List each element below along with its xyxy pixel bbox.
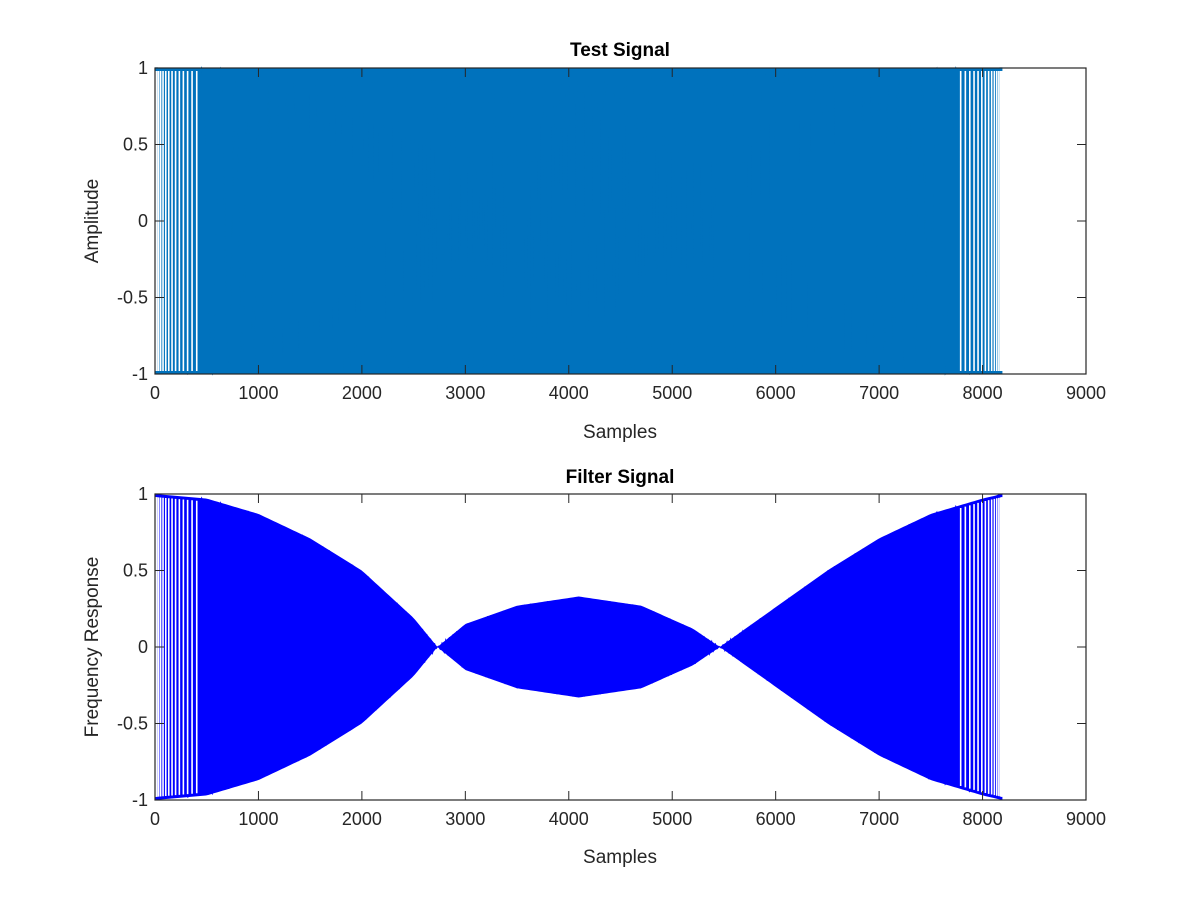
filter-signal-plot: 0 1000 2000 3000 4000 5000 6000 7000 8000 9000 -1 -… <box>82 467 1106 868</box>
series-line <box>154 493 1003 799</box>
y-tick-label: -0.5 <box>117 714 148 734</box>
y-axis-label: Frequency Response <box>82 557 103 738</box>
x-tick-label: 7000 <box>859 383 899 403</box>
y-tick-label: -0.5 <box>117 288 148 308</box>
ticks-layer: 0 1000 2000 3000 4000 5000 6000 7000 8000 9000 -1 -… <box>117 484 1106 829</box>
ticks-layer: 0 1000 2000 3000 4000 5000 6000 7000 8000 9000 -1 -… <box>117 58 1106 403</box>
x-tick-label: 4000 <box>549 383 589 403</box>
x-tick-label: 2000 <box>342 809 382 829</box>
x-tick-label: 5000 <box>652 809 692 829</box>
y-tick-label: 1 <box>138 58 148 78</box>
y-tick-label: 0.5 <box>123 561 148 581</box>
x-axis-label: Samples <box>583 847 657 868</box>
chart-title: Test Signal <box>570 40 670 61</box>
x-tick-label: 8000 <box>963 809 1003 829</box>
x-tick-label: 1000 <box>238 809 278 829</box>
x-axis-label: Samples <box>583 422 657 443</box>
y-axis-label: Amplitude <box>82 179 103 264</box>
y-tick-label: 1 <box>138 484 148 504</box>
x-tick-label: 1000 <box>238 383 278 403</box>
series-line <box>155 66 1003 376</box>
x-tick-label: 9000 <box>1066 383 1106 403</box>
x-tick-label: 7000 <box>859 809 899 829</box>
y-tick-label: 0 <box>138 637 148 657</box>
x-tick-label: 2000 <box>342 383 382 403</box>
x-tick-label: 6000 <box>756 809 796 829</box>
x-tick-label: 8000 <box>963 383 1003 403</box>
x-tick-label: 0 <box>150 809 160 829</box>
y-tick-label: -1 <box>132 364 148 384</box>
x-tick-label: 0 <box>150 383 160 403</box>
series-layer <box>154 66 1003 376</box>
x-tick-label: 3000 <box>445 809 485 829</box>
x-tick-label: 3000 <box>445 383 485 403</box>
x-tick-label: 4000 <box>549 809 589 829</box>
y-tick-label: 0 <box>138 211 148 231</box>
chart-title: Filter Signal <box>566 467 675 488</box>
y-tick-label: 0.5 <box>123 135 148 155</box>
x-tick-label: 6000 <box>756 383 796 403</box>
series-layer <box>154 493 1003 800</box>
x-tick-label: 9000 <box>1066 809 1106 829</box>
x-tick-label: 5000 <box>652 383 692 403</box>
y-tick-label: -1 <box>132 790 148 810</box>
test-signal-plot: 0 1000 2000 3000 4000 5000 6000 7000 8000 9000 -1 -… <box>82 40 1106 443</box>
